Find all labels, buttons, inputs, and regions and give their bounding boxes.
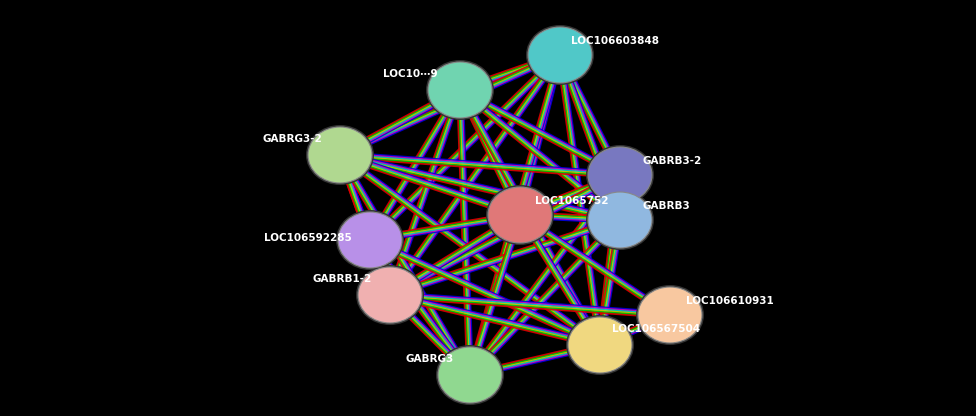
Text: LOC10⋯9: LOC10⋯9: [383, 69, 437, 79]
Ellipse shape: [436, 345, 504, 405]
Text: LOC1065752: LOC1065752: [535, 196, 609, 206]
Ellipse shape: [428, 62, 492, 118]
Text: LOC106567504: LOC106567504: [612, 324, 700, 334]
Text: LOC106592285: LOC106592285: [264, 233, 352, 243]
Ellipse shape: [636, 285, 704, 345]
Ellipse shape: [588, 147, 652, 203]
Ellipse shape: [486, 185, 554, 245]
Text: LOC106603848: LOC106603848: [571, 36, 659, 46]
Text: GABRG3-2: GABRG3-2: [263, 134, 322, 144]
Text: GABRB3-2: GABRB3-2: [642, 156, 702, 166]
Ellipse shape: [586, 190, 654, 250]
Ellipse shape: [588, 192, 652, 248]
Ellipse shape: [426, 60, 494, 120]
Text: GABRB1-2: GABRB1-2: [312, 274, 372, 284]
Ellipse shape: [568, 317, 632, 373]
Ellipse shape: [526, 25, 594, 85]
Text: LOC106610931: LOC106610931: [686, 296, 774, 306]
Ellipse shape: [488, 187, 552, 243]
Ellipse shape: [566, 315, 634, 375]
Ellipse shape: [356, 265, 424, 325]
Ellipse shape: [528, 27, 592, 83]
Ellipse shape: [586, 145, 654, 205]
Text: GABRG3: GABRG3: [406, 354, 454, 364]
Ellipse shape: [438, 347, 502, 403]
Ellipse shape: [336, 210, 404, 270]
Text: GABRB3: GABRB3: [642, 201, 690, 211]
Ellipse shape: [308, 127, 372, 183]
Ellipse shape: [338, 212, 402, 268]
Ellipse shape: [358, 267, 422, 323]
Ellipse shape: [638, 287, 702, 343]
Ellipse shape: [306, 125, 374, 185]
